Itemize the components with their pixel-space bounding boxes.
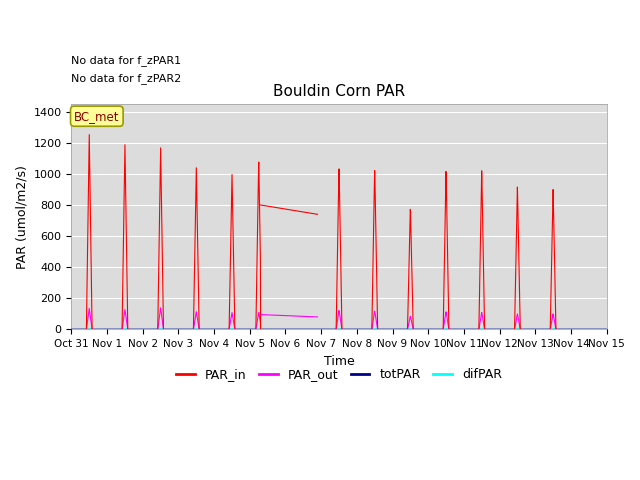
Text: No data for f_zPAR2: No data for f_zPAR2	[72, 73, 182, 84]
totPAR	[592, 326, 600, 332]
difPAR	[296, 326, 304, 332]
PAR_in	[68, 326, 76, 332]
PAR_out	[603, 326, 611, 332]
Line: PAR_in: PAR_in	[72, 135, 607, 329]
PAR_out	[161, 326, 168, 332]
Legend: PAR_in, PAR_out, totPAR, difPAR: PAR_in, PAR_out, totPAR, difPAR	[171, 363, 507, 386]
difPAR	[603, 326, 611, 332]
totPAR	[129, 326, 136, 332]
PAR_in	[85, 132, 93, 138]
Y-axis label: PAR (umol/m2/s): PAR (umol/m2/s)	[15, 165, 28, 269]
totPAR	[534, 326, 542, 332]
totPAR	[603, 326, 611, 332]
PAR_out	[593, 326, 600, 332]
difPAR	[592, 326, 600, 332]
PAR_in	[603, 326, 611, 332]
difPAR	[129, 326, 136, 332]
difPAR	[534, 326, 542, 332]
PAR_in	[593, 326, 600, 332]
PAR_out	[129, 326, 136, 332]
PAR_out	[157, 305, 164, 311]
PAR_in	[161, 326, 168, 332]
PAR_in	[129, 326, 136, 332]
Title: Bouldin Corn PAR: Bouldin Corn PAR	[273, 84, 405, 98]
totPAR	[273, 326, 280, 332]
PAR_out	[535, 326, 543, 332]
difPAR	[273, 326, 280, 332]
PAR_in	[296, 326, 304, 332]
totPAR	[161, 326, 168, 332]
PAR_out	[68, 326, 76, 332]
Line: PAR_out: PAR_out	[72, 308, 607, 329]
PAR_out	[296, 326, 304, 332]
Text: BC_met: BC_met	[74, 110, 120, 123]
totPAR	[296, 326, 304, 332]
PAR_in	[535, 326, 543, 332]
totPAR	[68, 326, 76, 332]
X-axis label: Time: Time	[324, 355, 355, 368]
PAR_in	[273, 326, 281, 332]
Text: No data for f_zPAR1: No data for f_zPAR1	[72, 55, 182, 66]
difPAR	[161, 326, 168, 332]
PAR_out	[273, 326, 281, 332]
difPAR	[68, 326, 76, 332]
